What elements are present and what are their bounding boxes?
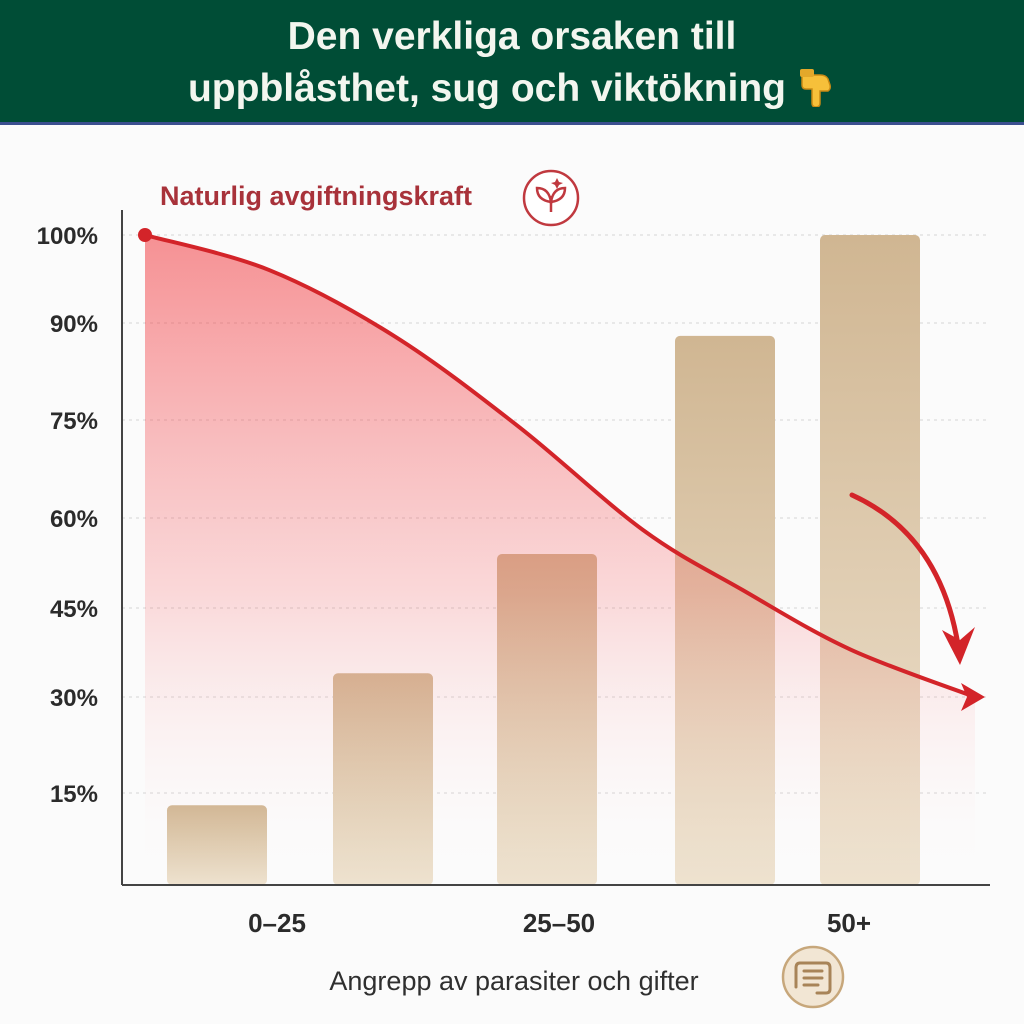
x-tick-label: 25–50 bbox=[523, 908, 595, 938]
chart: 15% 30% 45% 60% 75% 90% 100% 0–25 25–50 50+ Natu… bbox=[37, 169, 990, 1009]
series-label: Naturlig avgiftningskraft bbox=[160, 181, 472, 211]
title-line-2: uppblåsthet, sug och viktökning bbox=[0, 66, 1024, 118]
y-tick-label: 100% bbox=[37, 223, 98, 250]
y-tick-label: 90% bbox=[50, 311, 98, 338]
y-tick-labels: 15% 30% 45% 60% 75% 90% 100% bbox=[37, 223, 98, 808]
title-banner: Den verkliga orsaken till uppblåsthet, s… bbox=[0, 0, 1024, 125]
y-tick-label: 45% bbox=[50, 596, 98, 623]
decline-arrowhead bbox=[942, 627, 975, 665]
y-tick-label: 60% bbox=[50, 506, 98, 533]
decline-arrow-icon bbox=[849, 492, 961, 648]
x-tick-labels: 0–25 25–50 50+ bbox=[248, 908, 871, 938]
pointing-down-hand-icon bbox=[798, 67, 836, 118]
detox-line-start-point bbox=[138, 228, 152, 242]
x-tick-label: 0–25 bbox=[248, 908, 306, 938]
detox-line bbox=[144, 233, 976, 699]
y-tick-label: 15% bbox=[50, 781, 98, 808]
leaf-sprout-icon bbox=[522, 169, 580, 227]
title-line-1: Den verkliga orsaken till bbox=[287, 15, 737, 58]
x-tick-label: 50+ bbox=[827, 908, 871, 938]
detox-line-arrowhead bbox=[961, 683, 985, 711]
intestine-icon bbox=[781, 945, 845, 1009]
x-axis-title: Angrepp av parasiter och gifter bbox=[329, 966, 698, 996]
detox-area bbox=[145, 235, 975, 885]
title-line-2-text: uppblåsthet, sug och viktökning bbox=[187, 67, 787, 110]
y-tick-label: 30% bbox=[50, 685, 98, 712]
y-tick-label: 75% bbox=[50, 408, 98, 435]
